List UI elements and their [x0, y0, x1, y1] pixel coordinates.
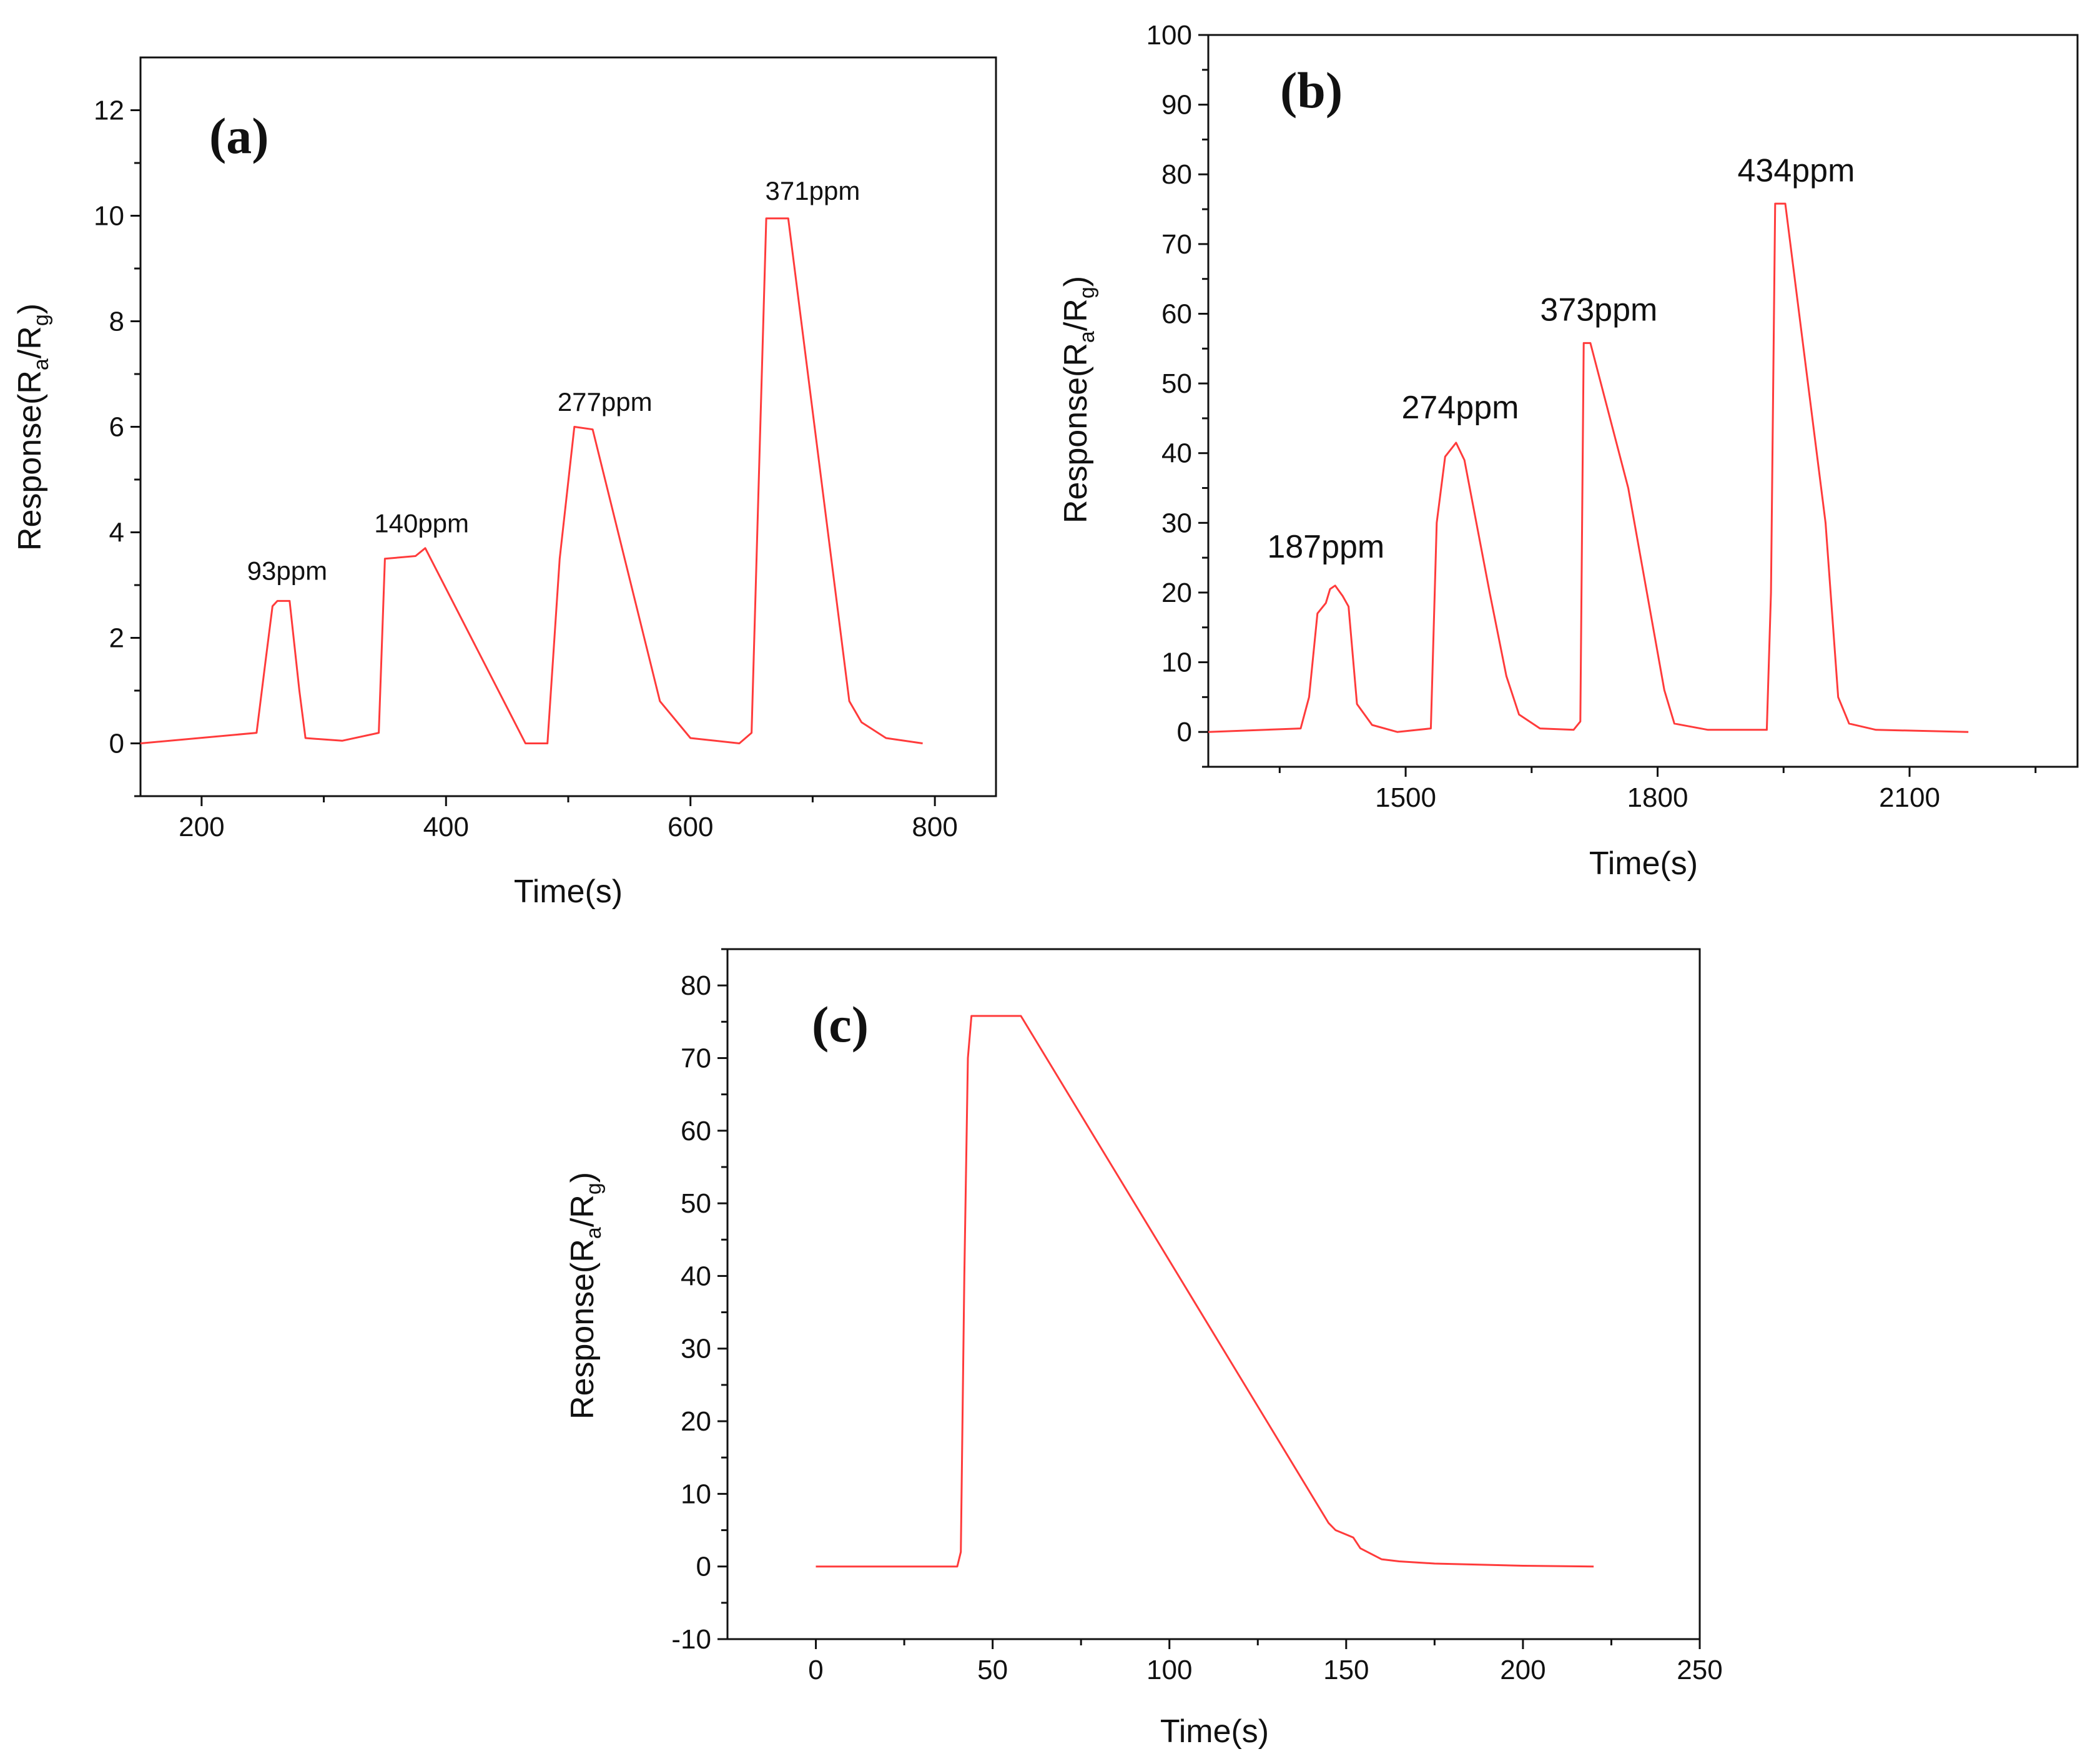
panel-c-label: (c)	[812, 996, 869, 1053]
panel-b-y-tick-label: 100	[1146, 20, 1192, 51]
panel-a-series	[140, 217, 923, 744]
panel-b-y-tick-label: 70	[1161, 229, 1192, 260]
panel-a-chart: 200 400 600 800 0 2 4 6 8 10 12 93ppm 140ppm 277ppm…	[12, 56, 997, 910]
panel-a-y-tick-label: 0	[109, 729, 124, 759]
panel-a-x-ticks: 200 400 600 800	[179, 796, 958, 842]
panel-b-y-tick-label: 10	[1161, 648, 1192, 678]
panel-a-annotations: 93ppm 140ppm 277ppm 371ppm	[247, 176, 860, 585]
panel-c-y-tick-label: 50	[681, 1188, 711, 1219]
panel-a-plot-frame	[139, 56, 997, 797]
panel-a-y-tick-label: 2	[109, 623, 124, 654]
panel-a-y-title: Response(Ra/Rg)	[12, 303, 53, 551]
panel-c-x-tick-label: 150	[1323, 1655, 1369, 1685]
panel-c-x-tick-label: 50	[977, 1655, 1008, 1685]
panel-c-y-tick-label: 60	[681, 1116, 711, 1146]
panel-a-x-tick-label: 400	[423, 812, 469, 842]
panel-b-annotation: 274ppm	[1402, 390, 1519, 426]
panel-b-x-title: Time(s)	[1589, 845, 1698, 882]
panel-a-annotation: 277ppm	[558, 387, 653, 416]
panel-b-chart: 1500 1800 2100 0 10 20 30 40 50 60 70 80 90 100 187p…	[1058, 20, 2079, 882]
panel-c-x-tick-label: 0	[808, 1655, 823, 1685]
panel-c-chart: 0 50 100 150 200 250 -10 0 10 20 30 40 50 60 70 80 (c)…	[564, 948, 1723, 1750]
panel-c-y-tick-label: -10	[671, 1624, 711, 1655]
panel-b-y-tick-label: 0	[1177, 717, 1192, 747]
panel-b-y-tick-label: 40	[1161, 438, 1192, 469]
panel-a-y-tick-label: 10	[94, 201, 124, 232]
panel-a-x-tick-label: 600	[668, 812, 713, 842]
panel-c-y-tick-label: 80	[681, 970, 711, 1001]
panel-c-x-tick-label: 200	[1500, 1655, 1545, 1685]
panel-b-y-tick-label: 50	[1161, 368, 1192, 399]
panel-b-y-tick-label: 90	[1161, 90, 1192, 121]
panel-b-annotation: 187ppm	[1267, 529, 1384, 565]
panel-a-x-tick-label: 800	[912, 812, 957, 842]
panel-b-annotations: 187ppm 274ppm 373ppm 434ppm	[1267, 152, 1855, 565]
panel-b-y-tick-label: 20	[1161, 578, 1192, 608]
panel-c-x-title: Time(s)	[1160, 1713, 1269, 1750]
panel-b-series	[1208, 202, 1969, 733]
panel-b-series-line	[1208, 202, 1969, 733]
panel-c-y-tick-label: 30	[681, 1334, 711, 1364]
panel-c-y-tick-label: 10	[681, 1479, 711, 1509]
panel-b-x-tick-label: 1500	[1375, 782, 1436, 813]
panel-a-y-ticks: 0 2 4 6 8 10 12	[94, 96, 140, 797]
panel-c-plot-frame	[726, 948, 1701, 1640]
panel-a-x-title: Time(s)	[514, 874, 623, 910]
panel-c-y-ticks: -10 0 10 20 30 40 50 60 70 80	[671, 948, 727, 1655]
panel-c-x-tick-label: 100	[1146, 1655, 1192, 1685]
panel-a-y-tick-label: 8	[109, 307, 124, 337]
panel-c-y-tick-label: 40	[681, 1261, 711, 1291]
panel-a-y-tick-label: 12	[94, 96, 124, 126]
panel-b-y-tick-label: 60	[1161, 298, 1192, 329]
panel-c-x-tick-label: 250	[1677, 1655, 1722, 1685]
panel-b-y-title: Response(Ra/Rg)	[1058, 276, 1099, 523]
panel-a-annotation: 140ppm	[374, 509, 469, 538]
panel-b-y-tick-label: 80	[1161, 159, 1192, 190]
panel-c-y-tick-label: 70	[681, 1043, 711, 1073]
panel-b-plot-frame	[1207, 34, 2079, 768]
panel-c-y-tick-label: 20	[681, 1406, 711, 1437]
panel-b-annotation: 373ppm	[1540, 292, 1657, 328]
panel-b-annotation: 434ppm	[1737, 152, 1855, 189]
panel-c-series	[816, 1015, 1594, 1568]
panel-a-x-tick-label: 200	[179, 812, 224, 842]
panel-b-y-ticks: 0 10 20 30 40 50 60 70 80 90 100	[1146, 20, 1208, 768]
panel-a-series-line	[140, 217, 923, 744]
panel-a-annotation: 371ppm	[766, 176, 860, 205]
panel-b-x-ticks: 1500 1800 2100	[1278, 767, 2037, 813]
panel-c-y-tick-label: 0	[696, 1552, 711, 1582]
panel-a-label: (a)	[209, 107, 269, 164]
panel-b-label: (b)	[1280, 62, 1343, 119]
panel-b-y-tick-label: 30	[1161, 508, 1192, 538]
panel-a-y-tick-label: 6	[109, 412, 124, 443]
panel-c-x-ticks: 0 50 100 150 200 250	[808, 1639, 1723, 1685]
panel-a-y-tick-label: 4	[109, 518, 124, 548]
panel-b-x-tick-label: 1800	[1627, 782, 1688, 813]
panel-b-x-tick-label: 2100	[1879, 782, 1940, 813]
panel-c-y-title: Response(Ra/Rg)	[564, 1172, 606, 1419]
panel-c-series-line	[816, 1015, 1594, 1568]
panel-a-annotation: 93ppm	[247, 556, 327, 586]
